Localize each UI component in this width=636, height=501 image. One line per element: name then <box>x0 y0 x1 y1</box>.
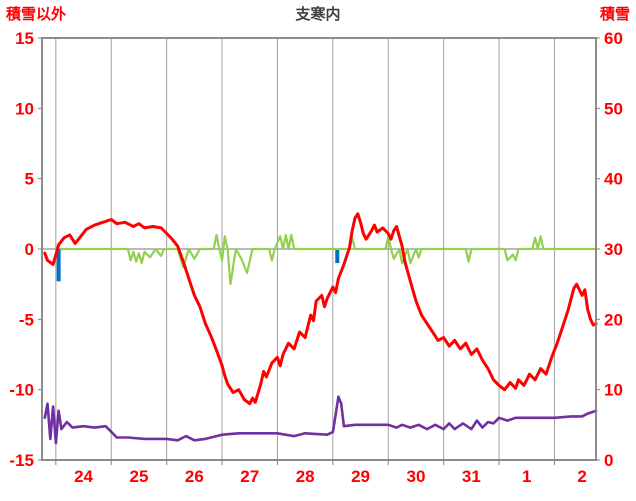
right-axis-title: 積雪 <box>599 6 630 23</box>
right-axis-tick-label: 10 <box>604 381 623 400</box>
right-axis-tick-label: 60 <box>604 29 623 48</box>
x-axis-tick-label: 24 <box>74 467 93 486</box>
left-axis-tick-label: 0 <box>25 240 34 259</box>
green-line <box>60 233 598 286</box>
red-line <box>43 212 598 406</box>
left-axis-tick-label: -10 <box>9 381 34 400</box>
x-axis-tick-label: 1 <box>522 467 531 486</box>
purple-line <box>43 395 598 445</box>
right-axis-tick-label: 20 <box>604 310 623 329</box>
left-axis-tick-label: 10 <box>15 99 34 118</box>
left-axis-title: 積雪以外 <box>6 6 67 23</box>
right-axis-tick-label: 50 <box>604 99 623 118</box>
right-axis-tick-label: 0 <box>604 451 613 470</box>
right-axis-tick-label: 30 <box>604 240 623 259</box>
x-axis-tick-label: 28 <box>296 467 315 486</box>
x-axis-tick-label: 27 <box>240 467 259 486</box>
x-axis-tick-label: 30 <box>406 467 425 486</box>
x-axis-tick-label: 29 <box>351 467 370 486</box>
x-axis-tick-label: 26 <box>185 467 204 486</box>
right-axis-tick-label: 40 <box>604 170 623 189</box>
chart-title: 支寒内 <box>295 6 341 23</box>
x-axis-tick-label: 2 <box>577 467 586 486</box>
left-axis-tick-label: 15 <box>15 29 34 48</box>
left-axis-tick-label: -15 <box>9 451 34 470</box>
x-axis-tick-label: 25 <box>129 467 148 486</box>
left-axis-tick-label: 5 <box>25 170 34 189</box>
x-axis-tick-label: 31 <box>462 467 481 486</box>
left-axis-tick-label: -5 <box>19 310 34 329</box>
